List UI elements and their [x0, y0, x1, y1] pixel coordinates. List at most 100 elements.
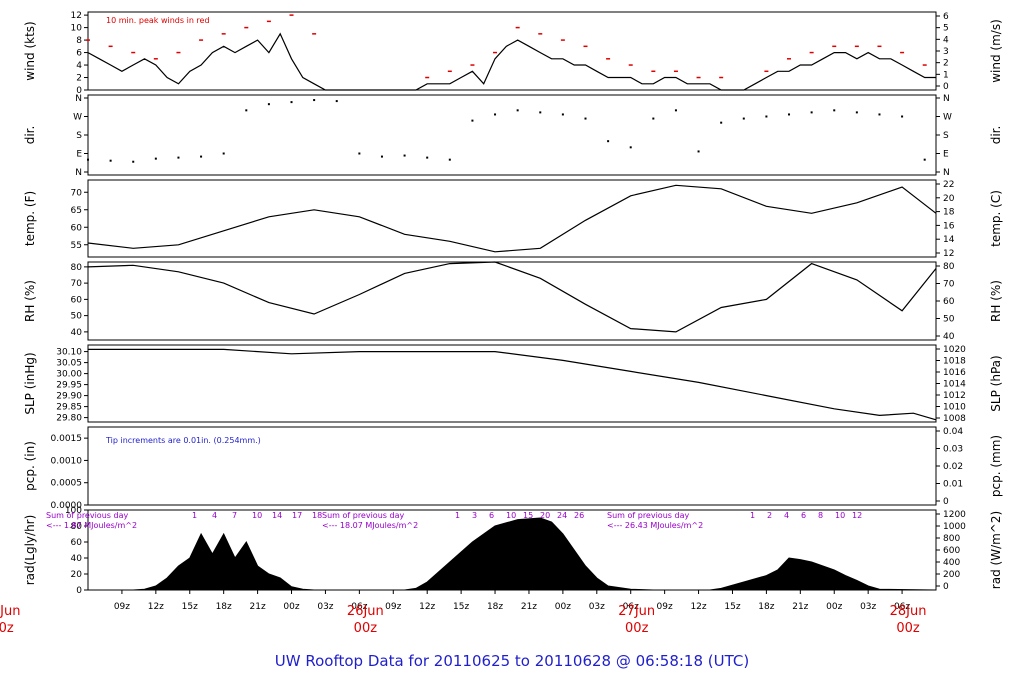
rad-hour: 20: [540, 511, 550, 520]
dir-point: [923, 158, 926, 161]
xtick-label: 06z: [894, 602, 910, 612]
rad-hour: 4: [784, 511, 789, 520]
xtick-label: 21z: [521, 602, 537, 612]
dir-point: [494, 113, 497, 116]
dir-point: [901, 115, 904, 118]
day-label: 28Jun: [890, 604, 927, 619]
dir-point: [403, 154, 406, 157]
rad-hour: 1: [192, 511, 197, 520]
rad-sum-value: <--- 18.07 MJoules/m^2: [322, 521, 418, 530]
ytick-label: 5: [943, 24, 949, 34]
ytick-label: 4: [76, 61, 82, 71]
ytick-label: 40: [71, 554, 83, 564]
dir-point: [154, 157, 157, 160]
ytick-label: 12: [943, 249, 954, 259]
dir-point: [132, 160, 135, 163]
ytick-label: 6: [943, 12, 949, 22]
rh-line: [87, 261, 937, 333]
ytick-label: 70: [71, 188, 83, 198]
xtick-label: 09z: [657, 602, 673, 612]
ylabel-left: temp. (F): [23, 191, 37, 246]
ytick-label: 0: [943, 497, 949, 507]
ylabel-left: SLP (inHg): [23, 352, 37, 414]
ytick-label: 55: [71, 241, 82, 251]
ytick-label: S: [76, 131, 82, 141]
slp-line: [88, 348, 937, 421]
panel-rad: rad(Lgly/hr) rad (W/m^2)02040608010002004…: [23, 506, 1003, 596]
xtick-label: 00z: [826, 602, 842, 612]
ylabel-right: SLP (hPa): [989, 355, 1003, 411]
rad-hour: 14: [272, 511, 282, 520]
dir-point: [561, 113, 564, 116]
dir-point: [448, 158, 451, 161]
ytick-label: 22: [943, 180, 954, 190]
ytick-label: 1016: [943, 368, 966, 378]
x-axis: 09z 12z 15z 18z 21z 00z 03z 06z 09z 12z 15z 18z 21z 0…: [0, 590, 927, 636]
dir-point: [267, 103, 270, 106]
ylabel-left: dir.: [23, 126, 37, 145]
xtick-label: 15z: [453, 602, 469, 612]
ytick-label: 16: [943, 221, 955, 231]
rad-area: [88, 517, 937, 591]
ytick-label: 0.04: [943, 427, 963, 437]
panel-frame: [87, 261, 937, 341]
ytick-label: 29.80: [56, 414, 82, 424]
rad-hour: 1: [455, 511, 460, 520]
ytick-label: 6: [76, 49, 82, 59]
pcp-note: Tip increments are 0.01in. (0.254mm.): [105, 436, 261, 445]
day-time: 00z: [896, 621, 920, 636]
dir-point: [358, 152, 361, 155]
xtick-label: 18z: [216, 602, 232, 612]
ytick-label: 40: [943, 332, 955, 342]
ytick-label: 0.0000: [51, 501, 83, 511]
ylabel-left: rad(Lgly/hr): [23, 515, 37, 586]
xtick-label: 18z: [487, 602, 503, 612]
ytick-label: 3: [943, 47, 949, 57]
ytick-label: 0.0005: [51, 479, 83, 489]
xtick-label: 03z: [589, 602, 605, 612]
ytick-label: E: [943, 150, 949, 160]
ytick-label: N: [943, 94, 950, 104]
ytick-label: 1000: [943, 522, 966, 532]
dir-point: [539, 111, 542, 114]
xtick-label: 00z: [283, 602, 299, 612]
xtick-label: 03z: [317, 602, 333, 612]
rad-hour: 26: [574, 511, 584, 520]
rad-hour: 12: [852, 511, 862, 520]
dir-point: [313, 99, 316, 102]
dir-point: [200, 155, 203, 158]
xtick-label: 21z: [250, 602, 266, 612]
ytick-label: 29.90: [56, 392, 82, 402]
rad-sum-title: Sum of previous day: [607, 511, 689, 520]
ytick-label: 80: [71, 263, 83, 273]
ytick-label: 65: [71, 206, 82, 216]
dir-point: [607, 140, 610, 143]
rad-sum-title: Sum of previous day: [322, 511, 404, 520]
ylabel-right: temp. (C): [989, 190, 1003, 247]
ytick-label: 1018: [943, 357, 966, 367]
xtick-label: 06z: [623, 602, 639, 612]
ytick-label: 1014: [943, 380, 966, 390]
ytick-label: 0.01: [943, 480, 963, 490]
ytick-label: 400: [943, 558, 960, 568]
ytick-label: S: [943, 131, 949, 141]
ytick-label: 4: [943, 35, 949, 45]
xtick-label: 12z: [148, 602, 164, 612]
rad-hour: 7: [232, 511, 237, 520]
panel-frame: [87, 94, 937, 176]
ytick-label: 800: [943, 534, 960, 544]
xtick-label: 12z: [419, 602, 435, 612]
ytick-label: 2: [76, 74, 82, 84]
ytick-label: 50: [71, 312, 83, 322]
ytick-label: 0: [76, 86, 82, 96]
ytick-label: 10: [71, 24, 83, 34]
rad-hour: 10: [835, 511, 845, 520]
ytick-label: 1008: [943, 414, 966, 424]
xtick-label: 09z: [385, 602, 401, 612]
ytick-label: 1: [943, 70, 949, 80]
ytick-label: 29.85: [56, 403, 82, 413]
peak-note: 10 min. peak winds in red: [106, 16, 210, 25]
xtick-label: 00z: [555, 602, 571, 612]
rad-hour: 2: [767, 511, 772, 520]
